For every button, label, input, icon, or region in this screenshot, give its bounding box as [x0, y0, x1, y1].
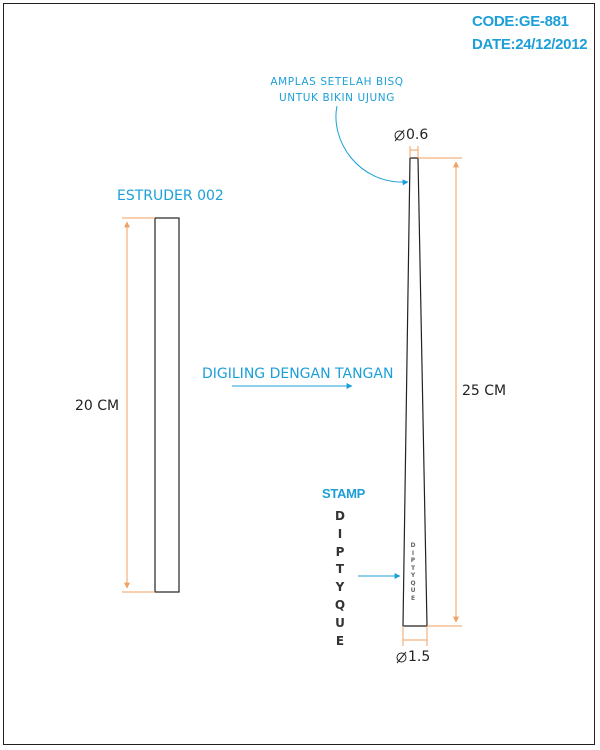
- extruder-title: ESTRUDER 002: [117, 188, 224, 204]
- stamp-letter: U: [335, 615, 345, 630]
- rod-stamp-letter: T: [410, 564, 416, 572]
- drawing-date: DATE:24/12/2012: [472, 36, 588, 53]
- note-leader-curve: [335, 105, 409, 186]
- diameter-symbol-icon: [394, 129, 405, 142]
- stamp-letter: Q: [334, 597, 346, 612]
- stamp-letter: E: [335, 633, 345, 648]
- stamp-letter: D: [335, 509, 345, 523]
- stamp-letter: T: [335, 562, 345, 577]
- rod-stamp-letter: D: [410, 542, 416, 549]
- drawing-code: CODE:GE-881: [472, 13, 569, 30]
- rod-length-label: 20 CM: [75, 398, 120, 414]
- stamp-letter: I: [337, 526, 343, 541]
- stamp-letter: P: [335, 544, 345, 559]
- process-label: DIGILING DENGAN TANGAN: [202, 366, 394, 382]
- finishing-note-line1: AMPLAS SETELAH BISQ: [270, 76, 404, 88]
- stamp-text: D I P T Y Q U E: [333, 508, 347, 650]
- diameter-symbol-icon: [396, 651, 407, 664]
- drawing-frame: [3, 3, 595, 745]
- rod-stamp-letter: I: [411, 549, 415, 557]
- stamp-label: STAMP: [322, 486, 366, 501]
- tapered-length-label: 25 CM: [462, 383, 507, 399]
- rod-length-dimension: [122, 217, 155, 593]
- top-diameter-label: 0.6: [406, 127, 429, 143]
- rod-stamp-letter: Q: [410, 579, 416, 587]
- rod-stamp-letter: E: [410, 594, 416, 602]
- tapered-length-dimension: [418, 157, 462, 627]
- top-diameter-dimension: [409, 146, 419, 158]
- bottom-diameter-dimension: [402, 626, 428, 646]
- rod-stamp-letter: Y: [410, 572, 416, 579]
- extruder-rod: [154, 217, 180, 593]
- rod-stamp-letter: U: [410, 587, 416, 594]
- stamp-letter: Y: [335, 580, 345, 595]
- bottom-diameter-label: 1.5: [408, 649, 431, 665]
- finishing-note: AMPLAS SETELAH BISQ UNTUK BIKIN UJUNG: [258, 74, 416, 106]
- rod-stamp-imprint: D I P T Y Q U E: [408, 542, 418, 602]
- rod-stamp-letter: P: [410, 557, 416, 564]
- finishing-note-line2: UNTUK BIKIN UJUNG: [279, 92, 395, 104]
